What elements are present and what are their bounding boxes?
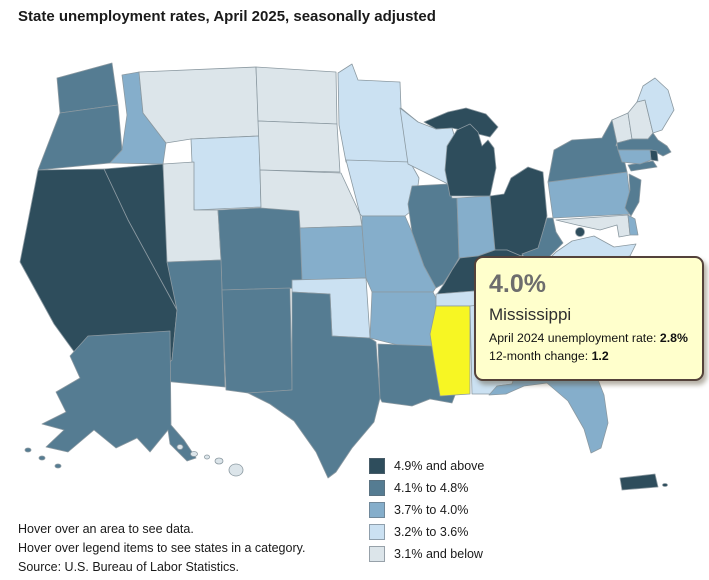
footnotes: Hover over an area to see data. Hover ov… [18,522,305,579]
state-DE[interactable] [627,214,639,236]
state-MI[interactable] [423,107,499,197]
legend-swatch-41-48 [369,480,385,496]
state-WA[interactable] [56,62,119,114]
state-PR[interactable] [619,473,668,491]
state-CT[interactable] [617,149,652,165]
state-DC-dot[interactable] [575,227,585,237]
footnote-source: Source: U.S. Bureau of Labor Statistics. [18,560,239,574]
footnote-hover-legend: Hover over legend items to see states in… [18,541,306,555]
tooltip-rate-value: 4.0% [489,270,546,298]
state-KS[interactable] [299,225,367,281]
state-MD[interactable] [555,214,631,238]
legend-item-37-40[interactable]: 3.7% to 4.0% [369,499,484,521]
state-NJ[interactable] [624,173,642,217]
page-title: State unemployment rates, April 2025, se… [18,8,436,25]
state-OR[interactable] [37,104,123,171]
hover-tooltip: 4.0% Mississippi April 2024 unemployment… [474,256,704,381]
legend-swatch-31-below [369,546,385,562]
state-WY[interactable] [190,135,262,211]
state-AR[interactable] [369,291,438,347]
state-ND[interactable] [255,66,338,125]
legend-swatch-32-36 [369,524,385,540]
state-TX[interactable] [247,291,381,479]
state-NM[interactable] [221,287,293,394]
state-AK[interactable] [24,330,197,469]
legend-item-32-36[interactable]: 3.2% to 3.6% [369,521,484,543]
legend-item-31-below[interactable]: 3.1% and below [369,543,484,565]
tooltip-prior-rate: April 2024 unemployment rate: 2.8% [489,331,688,345]
tooltip-12mo-change: 12-month change: 1.2 [489,349,609,363]
legend-item-49-above[interactable]: 4.9% and above [369,455,484,477]
legend-item-41-48[interactable]: 4.1% to 4.8% [369,477,484,499]
state-HI[interactable] [176,444,244,477]
state-IN[interactable] [456,195,496,259]
tooltip-state-name: Mississippi [489,305,572,324]
state-OH[interactable] [489,166,548,257]
map-legend: 4.9% and above 4.1% to 4.8% 3.7% to 4.0%… [369,455,484,565]
legend-swatch-49-above [369,458,385,474]
state-MO[interactable] [361,215,438,293]
state-SD[interactable] [257,120,341,173]
state-ME[interactable] [636,77,675,134]
state-MT[interactable] [138,66,260,144]
footnote-hover-area: Hover over an area to see data. [18,522,194,536]
legend-swatch-37-40 [369,502,385,518]
state-CO[interactable] [217,205,305,291]
